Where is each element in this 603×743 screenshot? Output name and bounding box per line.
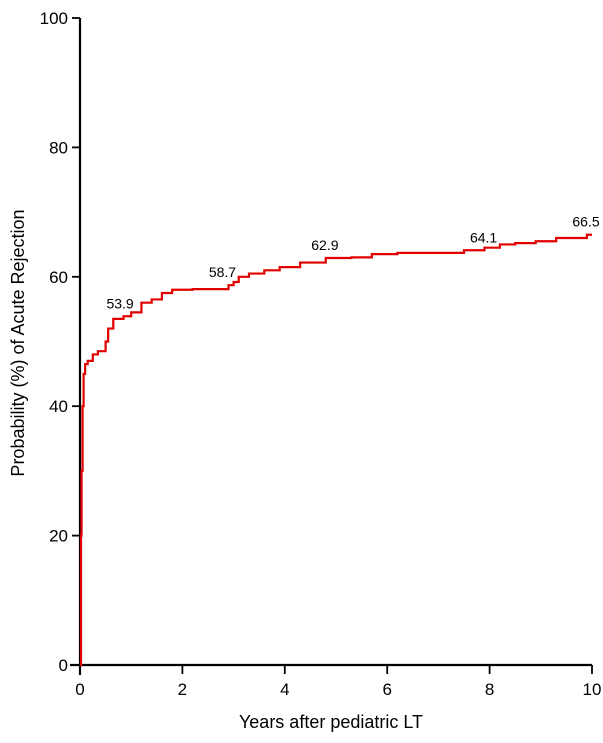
y-tick-label: 40: [49, 397, 68, 416]
data-label: 62.9: [311, 237, 338, 253]
ticks: 0 20 40 60 80 100 0 2 4 6 8 10: [40, 9, 602, 699]
x-tick-label: 8: [485, 680, 494, 699]
x-tick-label: 10: [583, 680, 602, 699]
data-labels: 53.9 58.7 62.9 64.1 66.5: [106, 214, 599, 312]
x-tick-label: 6: [382, 680, 391, 699]
x-axis-title: Years after pediatric LT: [239, 712, 423, 732]
y-tick-label: 80: [49, 138, 68, 157]
y-tick-label: 20: [49, 527, 68, 546]
y-tick-label: 100: [40, 9, 68, 28]
cumulative-incidence-line: [79, 233, 592, 667]
data-label: 64.1: [470, 229, 497, 245]
data-label: 66.5: [572, 214, 599, 230]
x-tick-label: 0: [75, 680, 84, 699]
data-label: 58.7: [209, 264, 236, 280]
data-label: 53.9: [106, 295, 133, 311]
plot-area: [79, 233, 592, 667]
y-axis-title: Probability (%) of Acute Rejection: [8, 209, 28, 476]
y-tick-label: 0: [59, 656, 68, 675]
axes: [70, 18, 592, 675]
y-tick-label: 60: [49, 268, 68, 287]
x-tick-label: 2: [178, 680, 187, 699]
x-tick-label: 4: [280, 680, 289, 699]
